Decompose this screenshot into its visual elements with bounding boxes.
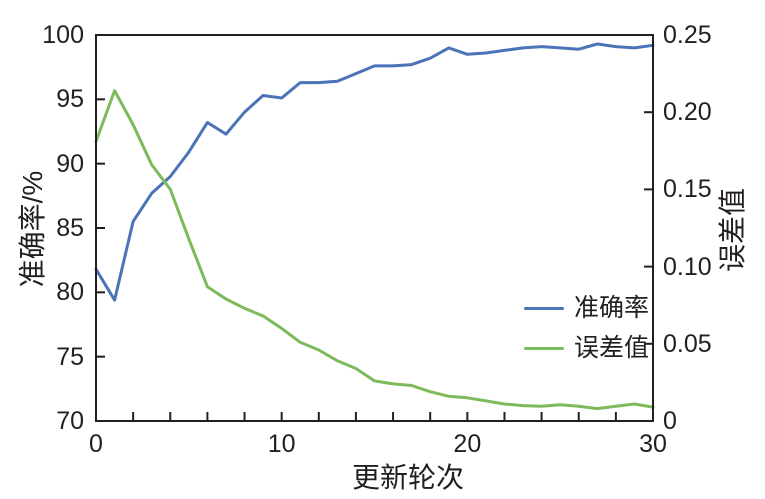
y-right-tick-label: 0.15 [663, 175, 712, 204]
x-tick-label: 20 [453, 430, 482, 458]
y-right-tick-label: 0.05 [663, 329, 712, 358]
y-left-tick-label: 85 [56, 214, 84, 242]
y-right-tick-label: 0.25 [663, 21, 712, 49]
x-tick-label: 0 [89, 430, 103, 458]
x-tick-label: 30 [639, 430, 667, 458]
legend-item-accuracy: 准确率 [524, 288, 649, 328]
y-left-tick-label: 90 [56, 149, 84, 178]
y-right-tick-label: 0.10 [663, 252, 712, 281]
legend: 准确率 误差值 [524, 288, 649, 368]
legend-label-error: 误差值 [574, 334, 650, 362]
y-left-tick-label: 100 [42, 21, 84, 49]
y-right-axis-title: 误差值 [717, 188, 748, 273]
accuracy-line-swatch [524, 306, 564, 310]
y-right-tick-label: 0.20 [663, 98, 712, 127]
y-left-tick-label: 80 [56, 278, 84, 307]
data-series [94, 42, 655, 411]
x-axis-title: 更新轮次 [351, 462, 464, 493]
y-left-axis-title: 准确率/% [17, 170, 48, 288]
legend-item-error: 误差值 [524, 328, 649, 368]
legend-label-accuracy: 准确率 [574, 294, 650, 322]
y-left-tick-label: 70 [56, 407, 84, 435]
y-left-tick-label: 75 [56, 342, 84, 371]
plot-border [95, 34, 654, 422]
error-line [94, 89, 655, 411]
y-right-tick-label: 0 [663, 407, 677, 435]
error-line-swatch [524, 346, 564, 350]
accuracy-line [94, 42, 655, 302]
x-tick-label: 10 [267, 430, 296, 458]
y-left-tick-label: 95 [56, 85, 84, 114]
